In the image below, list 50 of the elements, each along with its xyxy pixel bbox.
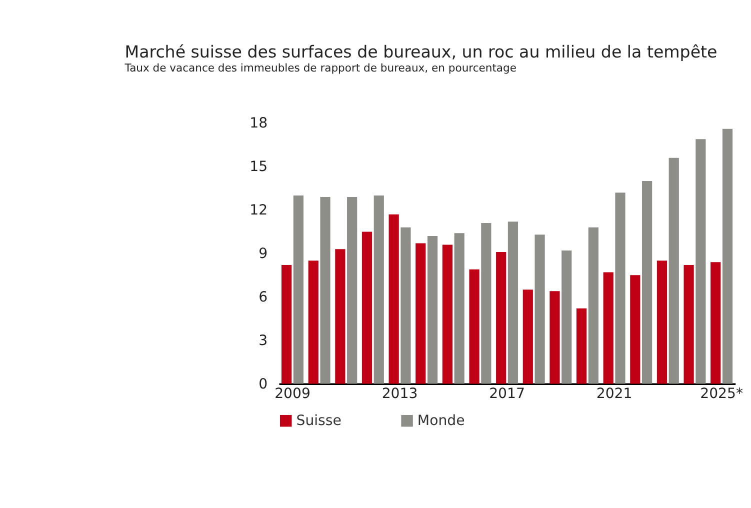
bar [684, 265, 694, 384]
bar [454, 233, 464, 384]
bar [576, 308, 587, 384]
bar [603, 272, 614, 384]
y-tick-label: 3 [258, 332, 268, 349]
x-tick-label: 2009 [274, 386, 310, 402]
bar [508, 222, 518, 384]
bar [308, 260, 318, 384]
bar [534, 234, 545, 384]
bar [562, 250, 572, 384]
bar [722, 128, 733, 384]
x-tick-label: 2021 [596, 386, 632, 402]
bar [496, 252, 506, 384]
bar [362, 232, 372, 384]
bar [469, 269, 480, 384]
bar [522, 290, 533, 384]
y-tick-label: 9 [258, 246, 268, 262]
bar [550, 291, 560, 384]
y-tick-label: 18 [250, 116, 268, 132]
bar [320, 196, 330, 384]
bar [642, 181, 652, 384]
x-tick-label: 2017 [489, 386, 525, 402]
bar [588, 227, 598, 384]
bar [374, 196, 384, 384]
y-tick-label: 15 [250, 159, 268, 176]
bar [615, 192, 626, 384]
y-tick-label: 12 [250, 202, 268, 219]
bar [400, 227, 411, 384]
bar [481, 223, 492, 384]
chart-title: Marché suisse des surfaces de bureaux, un roc au milieu de la tempête [124, 42, 718, 62]
bar [427, 236, 438, 384]
legend-label: Monde [417, 412, 465, 429]
legend-label: Suisse [296, 412, 342, 429]
bar [656, 260, 668, 384]
bar [710, 262, 721, 384]
x-tick-label: 2013 [382, 386, 418, 402]
bar [668, 158, 679, 384]
bar [630, 275, 640, 384]
bar [347, 196, 358, 384]
bar [282, 265, 292, 384]
bar [416, 243, 426, 384]
bar [696, 139, 706, 384]
bar [442, 244, 453, 384]
bar [388, 214, 399, 384]
y-tick-label: 0 [258, 376, 268, 392]
y-tick-label: 6 [258, 289, 268, 306]
chart-subtitle: Taux de vacance des immeubles de rapport de bureaux, en pourcentage [124, 62, 517, 75]
x-tick-label: 2025* [700, 386, 744, 402]
bar [335, 249, 346, 384]
bar [293, 196, 304, 384]
